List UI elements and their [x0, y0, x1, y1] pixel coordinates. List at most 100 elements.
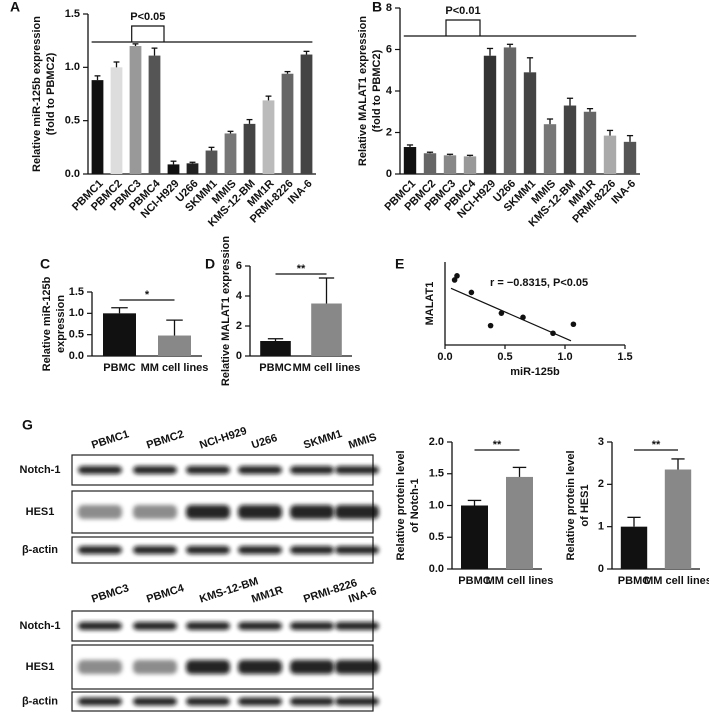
blot-band	[290, 466, 334, 474]
bar	[583, 111, 597, 174]
bar	[167, 164, 180, 174]
y-tick-label: 2	[598, 478, 604, 490]
point	[468, 289, 475, 296]
y-tick-label: 1.5	[69, 286, 84, 298]
point	[454, 273, 460, 279]
y-axis-label: MALAT1	[424, 282, 436, 326]
bar	[129, 46, 142, 174]
x-axis-label: miR-125b	[510, 366, 560, 378]
error-bar	[284, 70, 291, 74]
x-tick-label: MM cell lines	[141, 362, 209, 374]
significance-label: *	[145, 289, 150, 301]
x-tick-label: MM cell lines	[486, 575, 554, 587]
bar	[506, 476, 533, 569]
y-tick-label: 1.0	[65, 61, 80, 73]
y-tick-label: 0.5	[65, 115, 80, 127]
blot-band	[133, 505, 177, 519]
lane-label: PBMC1	[90, 428, 130, 451]
significance-label: **	[297, 263, 306, 275]
error-bar	[467, 499, 482, 506]
y-tick-label: 4	[236, 290, 243, 302]
error-bar	[267, 338, 284, 341]
row-label: HES1	[26, 506, 55, 518]
panel-label: A	[10, 0, 20, 15]
error-bar	[111, 307, 128, 314]
blot-band	[186, 697, 230, 706]
y-tick-label: 6	[236, 260, 242, 272]
y-tick-label: 2.0	[429, 436, 444, 448]
error-bar	[627, 516, 641, 527]
blot-band	[335, 505, 379, 519]
panel-label: D	[205, 256, 215, 272]
bar	[243, 123, 256, 174]
y-axis-label: Relative miR-125b	[41, 276, 53, 371]
significance-label: P<0.05	[130, 11, 165, 23]
y-axis-label: Relative MALAT1 expression	[220, 236, 232, 386]
y-tick-label: 4	[386, 85, 393, 97]
blot-band	[78, 466, 122, 474]
bar	[260, 341, 291, 356]
lane-label: KMS-12-BM	[198, 575, 260, 605]
point	[570, 321, 577, 328]
y-axis-label: Relative miR-125b expression	[31, 16, 43, 172]
blot-band	[290, 505, 334, 519]
bar	[300, 54, 313, 174]
row-label: β-actin	[22, 544, 58, 556]
y-tick-label: 3	[598, 436, 604, 448]
error-bar	[166, 319, 183, 336]
bar	[403, 147, 417, 174]
point	[498, 310, 505, 316]
bar	[543, 124, 557, 174]
blot-band	[335, 697, 379, 706]
y-tick-label: 0.5	[69, 329, 84, 341]
bar	[148, 55, 161, 174]
blot-band	[238, 622, 282, 630]
x-tick-label: PBMC	[458, 575, 490, 587]
blot-band	[133, 546, 177, 554]
bar	[664, 469, 692, 569]
y-tick-label: 8	[386, 2, 392, 14]
bar	[503, 47, 517, 174]
row-label: β-actin	[22, 695, 58, 707]
blot-band	[186, 466, 230, 474]
error-bar	[512, 466, 527, 477]
bar	[523, 72, 537, 174]
y-tick-label: 2	[386, 126, 392, 138]
blot-band	[133, 697, 177, 706]
y-tick-label: 0.0	[429, 563, 444, 575]
y-tick-label: 0	[598, 563, 604, 575]
y-tick-label: 0	[386, 168, 392, 180]
bar	[563, 105, 577, 174]
y-axis-label: expression	[55, 295, 67, 353]
point	[520, 314, 526, 321]
lane-label: SKMM1	[302, 428, 343, 452]
significance-bracket	[131, 25, 165, 42]
significance-label: **	[652, 439, 661, 451]
error-bar	[94, 75, 101, 81]
point	[487, 322, 494, 329]
x-tick-label: 1.0	[557, 351, 572, 363]
blot-band	[238, 660, 282, 674]
error-bar	[265, 95, 272, 101]
error-bar	[446, 153, 454, 156]
blot-band	[186, 546, 230, 554]
x-tick-label: 0.0	[437, 351, 452, 363]
blot-band	[133, 466, 177, 474]
y-tick-label: 0.5	[429, 531, 444, 543]
blot-band	[78, 697, 122, 706]
error-bar	[318, 277, 335, 304]
bar	[91, 80, 104, 174]
lane-label: PBMC3	[90, 582, 130, 605]
bar	[103, 313, 136, 356]
blot-band	[238, 466, 282, 474]
blot-band	[78, 546, 122, 554]
error-bar	[227, 130, 234, 134]
bar	[281, 73, 294, 174]
blot-band	[186, 505, 230, 519]
y-axis-label: Relative protein level	[395, 450, 407, 560]
error-bar	[671, 458, 685, 470]
error-bar	[151, 47, 158, 56]
error-bar	[506, 43, 514, 48]
